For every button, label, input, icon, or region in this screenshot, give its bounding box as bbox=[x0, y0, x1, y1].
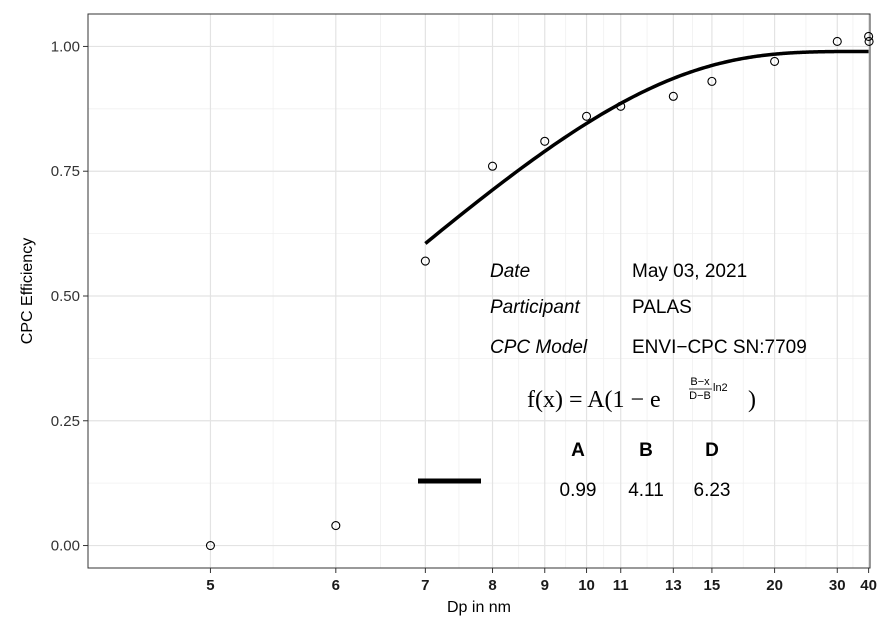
data-point bbox=[487, 161, 498, 171]
participant-value: PALAS bbox=[632, 297, 692, 318]
x-tick-label: 30 bbox=[829, 577, 846, 594]
param-value: 6.23 bbox=[694, 480, 731, 501]
y-axis-title: CPC Efficiency bbox=[19, 238, 36, 344]
plot-panel-border bbox=[87, 13, 871, 569]
x-tick-label: 20 bbox=[766, 577, 783, 594]
x-tick-label: 6 bbox=[332, 577, 340, 594]
participant-label: Participant bbox=[490, 297, 580, 318]
data-point bbox=[331, 521, 341, 531]
y-axis-ticks: 0.00 0.25 0.50 0.75 1.00 bbox=[51, 38, 88, 555]
data-points bbox=[205, 31, 874, 551]
x-tick-label: 8 bbox=[488, 577, 496, 594]
y-tick-label: 1.00 bbox=[51, 38, 80, 55]
date-value: May 03, 2021 bbox=[632, 261, 747, 282]
x-tick-label: 7 bbox=[421, 577, 429, 594]
y-tick-label: 0.00 bbox=[51, 538, 80, 555]
formula-close: ) bbox=[748, 387, 756, 413]
formula-exp-numerator: B−x bbox=[690, 376, 710, 388]
x-axis-title: Dp in nm bbox=[447, 599, 511, 616]
annotation-block: Date May 03, 2021 Participant PALAS CPC … bbox=[418, 261, 807, 501]
cpc-model-value: ENVI−CPC SN:7709 bbox=[632, 337, 807, 358]
x-tick-label: 10 bbox=[578, 577, 595, 594]
param-head: D bbox=[705, 440, 719, 461]
data-point bbox=[864, 31, 874, 42]
data-point bbox=[707, 76, 717, 86]
x-tick-label: 15 bbox=[704, 577, 721, 594]
x-axis-ticks: 5 6 7 8 9 10 11 13 15 20 30 40 bbox=[206, 568, 877, 594]
grid-minor bbox=[88, 14, 870, 568]
x-tick-label: 5 bbox=[206, 577, 214, 594]
formula-exp-denominator: D−B bbox=[689, 390, 711, 402]
param-value: 0.99 bbox=[560, 480, 597, 501]
cpc-model-label: CPC Model bbox=[490, 337, 588, 358]
data-point bbox=[668, 91, 678, 101]
fit-curve bbox=[424, 49, 869, 245]
param-head: A bbox=[571, 440, 585, 461]
data-point bbox=[864, 36, 874, 47]
data-point bbox=[205, 540, 215, 551]
data-point bbox=[832, 36, 842, 47]
x-tick-label: 13 bbox=[665, 577, 682, 594]
data-point bbox=[616, 101, 626, 111]
param-head: B bbox=[639, 440, 653, 461]
formula-main: f(x) = A(1 − e bbox=[527, 387, 661, 413]
y-tick-label: 0.25 bbox=[51, 413, 80, 430]
x-tick-label: 40 bbox=[860, 577, 877, 594]
grid-major bbox=[88, 14, 870, 568]
x-tick-label: 9 bbox=[541, 577, 549, 594]
fit-parameters: A B D 0.99 4.11 6.23 bbox=[560, 440, 731, 501]
y-tick-label: 0.75 bbox=[51, 163, 80, 180]
data-point bbox=[770, 56, 780, 66]
param-value: 4.11 bbox=[628, 480, 664, 501]
data-point bbox=[581, 111, 592, 121]
date-label: Date bbox=[490, 261, 530, 282]
formula-exp-tail: ln2 bbox=[713, 382, 728, 394]
y-tick-label: 0.50 bbox=[51, 288, 80, 305]
x-tick-label: 11 bbox=[613, 577, 629, 594]
data-point bbox=[420, 256, 430, 266]
data-point bbox=[540, 136, 550, 146]
